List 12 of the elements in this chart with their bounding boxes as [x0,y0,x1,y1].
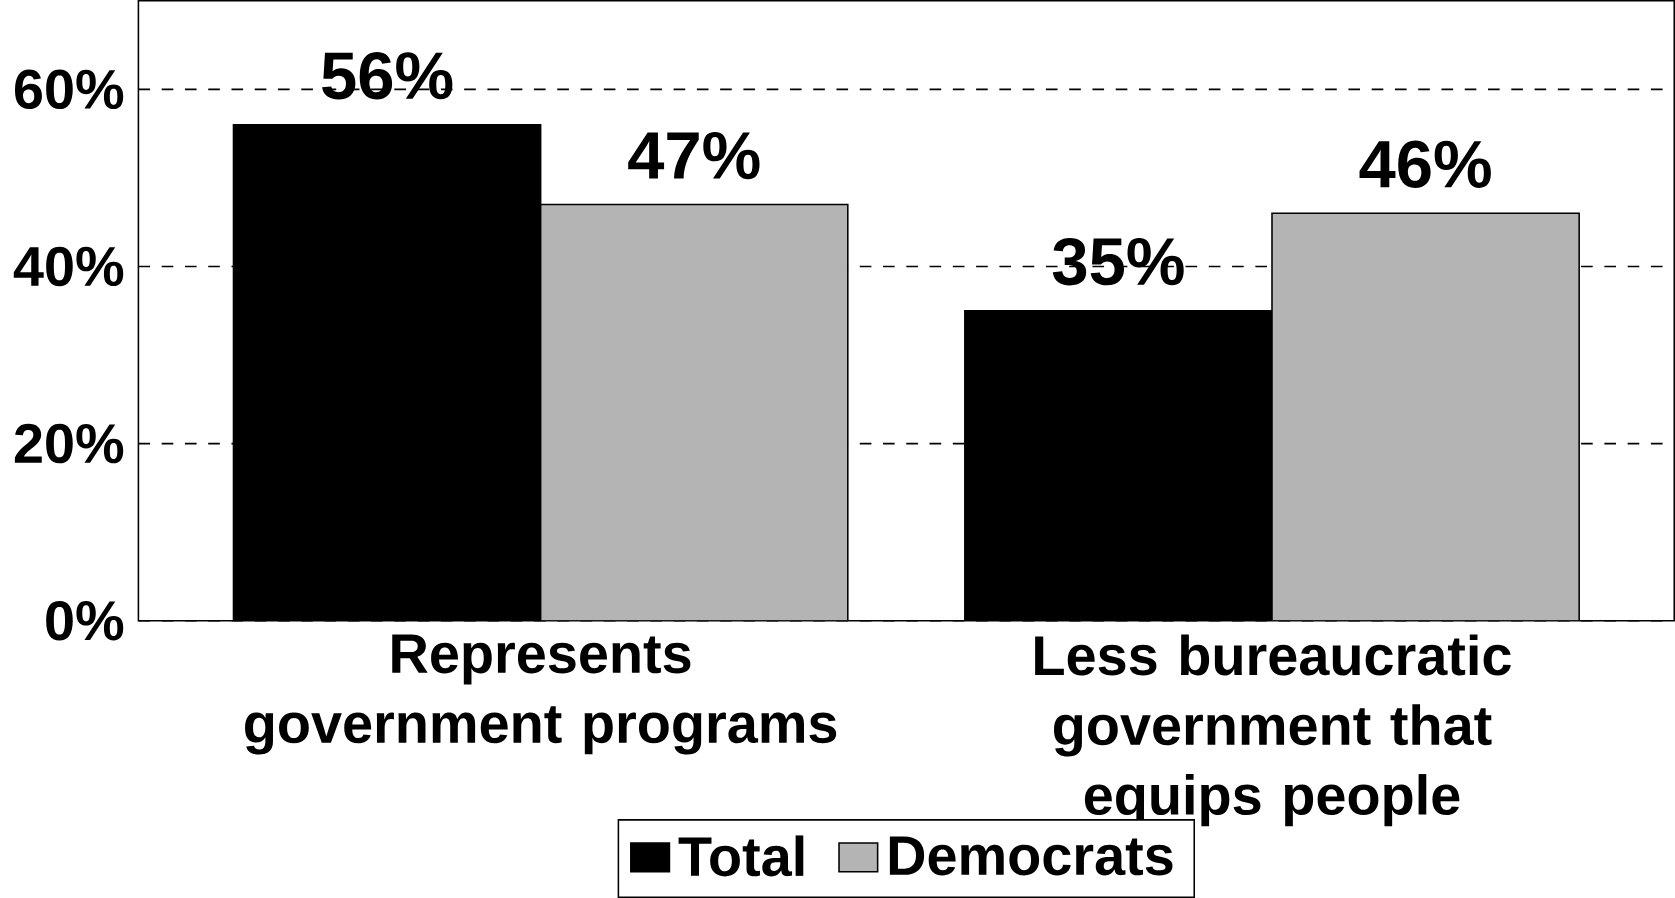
y-tick-label: 60% [14,69,124,110]
y-tick-label: 20% [14,423,124,464]
legend-label: Total [678,835,804,877]
data-label: 56% [322,52,453,100]
data-label: 47% [628,131,760,180]
data-label: 35% [1052,237,1184,286]
x-tick-label: Less bureaucratic government that equips people [1035,634,1511,827]
legend-label: Democrats [889,836,1173,876]
data-label: 46% [1359,140,1491,189]
x-tick-label: Represents government programs [245,634,837,755]
y-tick-label: 0% [46,600,124,641]
y-tick-label: 40% [13,246,124,287]
